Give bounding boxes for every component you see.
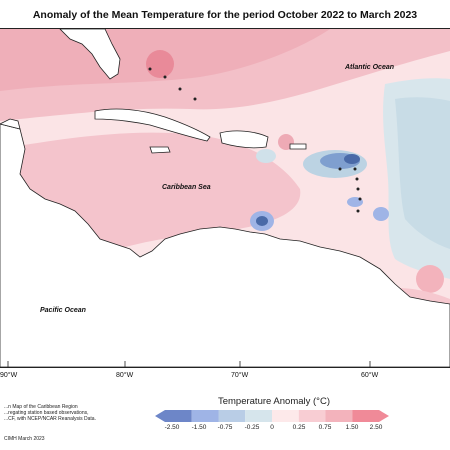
legend-swatch <box>191 410 219 422</box>
legend-swatch <box>218 410 246 422</box>
cuba-landmass <box>94 108 211 142</box>
legend-tick: 1.50 <box>345 424 359 431</box>
credit-note: CIMH March 2023 <box>4 436 45 442</box>
yucatan-landmass <box>0 118 21 130</box>
atlantic-cool-core <box>395 97 450 250</box>
island-dot <box>358 197 362 201</box>
pacific-ocean-label: Pacific Ocean <box>40 307 86 314</box>
legend-arrow-left <box>155 410 165 422</box>
legend-tick: 0.25 <box>292 424 306 431</box>
island-dot <box>163 75 167 79</box>
antilles-coldest-core <box>344 154 360 164</box>
legend-tick: -0.25 <box>244 424 260 431</box>
island-dot <box>353 167 357 171</box>
source-note-1: ...n Map of the Caribbean Region <box>4 404 78 410</box>
legend-swatch <box>298 410 326 422</box>
legend-tick: 0 <box>270 424 274 431</box>
source-note-2: ...regating station based observations, <box>4 410 89 416</box>
florida-landmass <box>59 29 121 80</box>
island-dot <box>355 177 359 181</box>
legend-title: Temperature Anomaly (°C) <box>217 396 331 407</box>
legend-swatch <box>272 410 299 422</box>
island-dot <box>148 67 152 71</box>
legend-swatch <box>325 410 353 422</box>
cool-spot-2-core <box>256 216 268 226</box>
east-warm-spot <box>416 265 444 293</box>
atlantic-ocean-label: Atlantic Ocean <box>345 64 395 71</box>
cool-spot-3 <box>373 207 389 221</box>
lon-tick-80w: 80°W <box>116 372 134 379</box>
legend-colorbar <box>155 410 389 422</box>
legend-tick: 2.50 <box>369 424 383 431</box>
lon-tick-90w: 90°W <box>0 372 18 379</box>
legend-swatch <box>245 410 272 422</box>
anomaly-map <box>0 28 450 368</box>
island-dot <box>338 167 342 171</box>
bahamas-hot-spot <box>146 50 174 78</box>
jamaica-landmass <box>149 146 171 154</box>
island-dot <box>356 187 360 191</box>
legend-swatch <box>352 410 379 422</box>
legend-swatch <box>165 410 192 422</box>
cool-spot-1 <box>256 149 276 163</box>
map-title: Anomaly of the Mean Temperature for the … <box>32 9 418 21</box>
legend-tick: -0.75 <box>217 424 233 431</box>
puerto-rico-landmass <box>289 143 307 150</box>
mainland-landmass <box>0 123 450 367</box>
lon-tick-70w: 70°W <box>231 372 249 379</box>
source-note-3: ...CF, with NCEP/NCAR Reanalysis Data. <box>4 416 96 422</box>
hispaniola-landmass <box>219 130 269 149</box>
legend-tick: -2.50 <box>164 424 180 431</box>
island-dot <box>178 87 182 91</box>
lon-tick-60w: 60°W <box>361 372 379 379</box>
legend-tick: -1.50 <box>191 424 207 431</box>
island-dot <box>193 97 197 101</box>
island-dot <box>356 209 360 213</box>
legend-tick: 0.75 <box>318 424 332 431</box>
caribbean-sea-label: Caribbean Sea <box>162 184 211 191</box>
legend-arrow-right <box>379 410 389 422</box>
